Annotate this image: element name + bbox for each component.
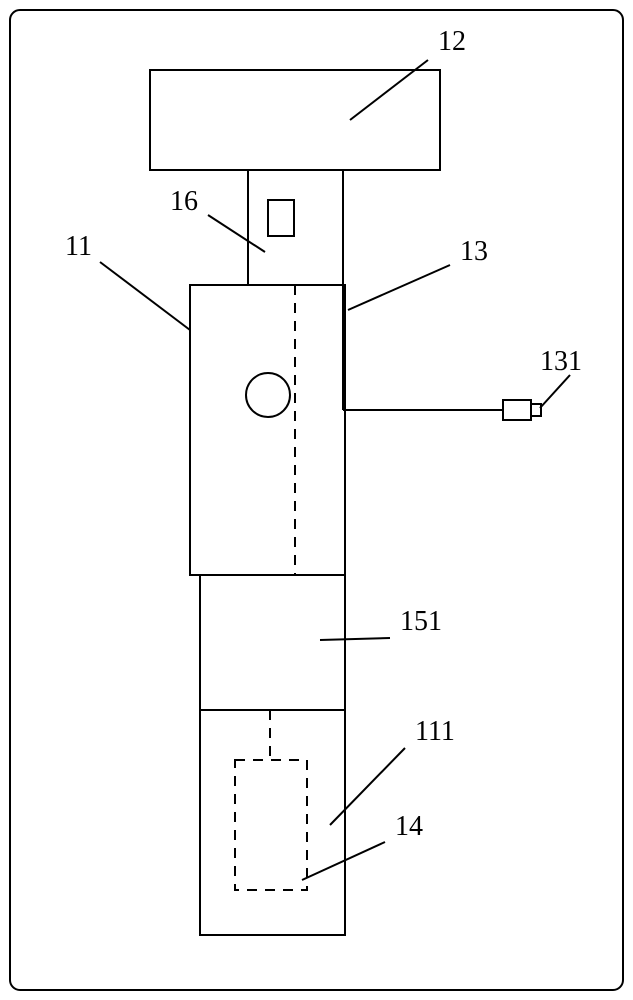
sensor-rect [503,400,531,420]
neck-rect [248,170,343,285]
mid-rect [200,575,345,710]
leader-111 [330,748,405,825]
outer-frame [10,10,623,990]
label-151: 151 [400,606,442,637]
leader-131 [540,375,570,408]
label-12: 12 [438,26,466,57]
leader-11 [100,262,190,330]
technical-diagram: 12 16 11 13 131 151 111 14 [0,0,633,1000]
label-11: 11 [65,231,92,262]
leader-151 [320,638,390,640]
bottom-rect [200,710,345,935]
small-box [268,200,294,236]
label-13: 13 [460,236,488,267]
leader-13 [348,265,450,310]
label-14: 14 [395,811,423,842]
leader-14 [302,842,385,880]
circle-feature [246,373,290,417]
label-111: 111 [415,716,455,747]
main-rect [190,285,345,575]
label-131: 131 [540,346,582,377]
sensor-tip [531,404,541,416]
leader-16 [208,215,265,252]
label-16: 16 [170,186,198,217]
inner-dashed-rect [235,760,307,890]
